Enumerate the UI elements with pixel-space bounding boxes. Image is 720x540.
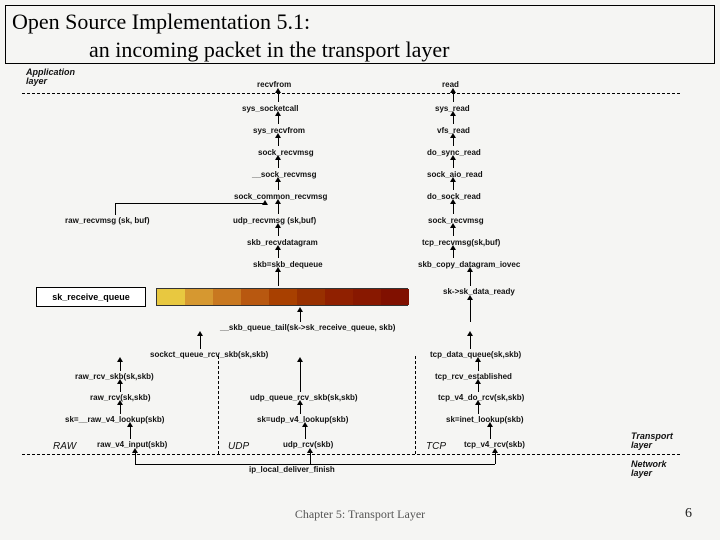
arr-raw-v xyxy=(115,203,116,215)
node-udp-queue-rcv: udp_queue_rcv_skb(sk,skb) xyxy=(250,393,358,402)
arr-r1h xyxy=(450,88,456,93)
arr-m1 xyxy=(300,359,301,392)
arr-ip-hline xyxy=(135,464,495,465)
node-sys-socketcall: sys_socketcall xyxy=(242,104,299,113)
label-tcp: TCP xyxy=(426,441,446,452)
divider-app xyxy=(22,93,680,94)
arr-r4h xyxy=(450,155,456,160)
arr-1h xyxy=(275,88,281,93)
arr-c2h xyxy=(467,331,473,336)
arr-r2h xyxy=(450,111,456,116)
node-sk-data-ready: sk->sk_data_ready xyxy=(443,287,515,296)
title-box: Open Source Implementation 5.1: an incom… xyxy=(5,5,715,64)
arr-8h xyxy=(275,245,281,250)
arr-r7h xyxy=(450,223,456,228)
node-tcp-v4-do-rcv: tcp_v4_do_rcv(sk,skb) xyxy=(438,393,524,402)
transport-layer-label: Transportlayer xyxy=(631,432,673,451)
arr-2h xyxy=(275,111,281,116)
slide-title: Open Source Implementation 5.1: an incom… xyxy=(12,8,708,63)
arr-6h xyxy=(275,199,281,204)
arr-9h xyxy=(275,267,281,272)
arr-t4h xyxy=(487,422,493,427)
title-l1: Open Source Implementation 5.1: xyxy=(12,9,310,34)
divider-raw-udp xyxy=(218,356,219,454)
arr-r3h xyxy=(450,133,456,138)
arr-r6h xyxy=(450,199,456,204)
node-raw-v4-lookup: sk=__raw_v4_lookup(skb) xyxy=(65,415,164,424)
arr-ip2h xyxy=(307,448,313,453)
sk-receive-queue-box: sk_receive_queue xyxy=(36,287,146,307)
divider-transport xyxy=(22,454,680,455)
arr-t2h xyxy=(475,379,481,384)
node-skb-dequeue: skb=skb_dequeue xyxy=(253,260,323,269)
arr-r9h xyxy=(467,267,473,272)
arr-t3h xyxy=(475,400,481,405)
receive-buffer xyxy=(156,288,408,306)
node-raw-recvmsg: raw_recvmsg (sk, buf) xyxy=(65,216,149,225)
arr-c1h xyxy=(197,331,203,336)
node-sockct-queue-rcv: sockct_queue_rcv_skb(sk,skb) xyxy=(150,350,268,359)
node-usock-recvmsg: __sock_recvmsg xyxy=(252,170,317,179)
arr-4h xyxy=(275,155,281,160)
arr-3h xyxy=(275,133,281,138)
arr-m2h xyxy=(297,400,303,405)
node-raw-rcv-skb: raw_rcv_skb(sk,skb) xyxy=(75,372,154,381)
arr-7h xyxy=(275,223,281,228)
arr-ip1h xyxy=(132,448,138,453)
node-tcp-rcv-established: tcp_rcv_established xyxy=(435,372,512,381)
arr-b2h xyxy=(467,295,473,300)
label-udp: UDP xyxy=(228,441,249,452)
application-layer-label: Applicationlayer xyxy=(26,68,75,87)
arr-l2h xyxy=(117,379,123,384)
node-inet-lookup: sk=inet_lookup(skb) xyxy=(446,415,524,424)
arr-5h xyxy=(275,177,281,182)
arr-l4h xyxy=(127,422,133,427)
arr-r5h xyxy=(450,177,456,182)
arr-l1h xyxy=(117,357,123,362)
arr-t1h xyxy=(475,357,481,362)
title-l2: an incoming packet in the transport laye… xyxy=(12,37,449,62)
arr-m3h xyxy=(302,422,308,427)
node-skb-queue-tail: __skb_queue_tail(sk->sk_receive_queue, s… xyxy=(220,323,395,332)
arr-ip3h xyxy=(492,448,498,453)
arr-raw-b xyxy=(115,203,265,204)
divider-udp-tcp xyxy=(415,356,416,454)
node-tcp-recvmsg: tcp_recvmsg(sk,buf) xyxy=(422,238,500,247)
arr-raw-h xyxy=(262,200,268,205)
arr-m1h xyxy=(297,357,303,362)
node-sock-recvmsg: sock_recvmsg xyxy=(258,148,314,157)
arr-b1h xyxy=(297,307,303,312)
node-ip-local-deliver: ip_local_deliver_finish xyxy=(249,465,335,474)
sk-receive-queue-label: sk_receive_queue xyxy=(52,292,130,302)
arr-l3h xyxy=(117,400,123,405)
arr-b2 xyxy=(470,297,471,322)
label-raw: RAW xyxy=(53,441,76,452)
network-layer-label: Networklayer xyxy=(631,460,667,479)
page-number: 6 xyxy=(685,506,692,522)
node-skb-recvdatagram: skb_recvdatagram xyxy=(247,238,318,247)
arr-r8h xyxy=(450,245,456,250)
footer-text: Chapter 5: Transport Layer xyxy=(0,507,720,522)
